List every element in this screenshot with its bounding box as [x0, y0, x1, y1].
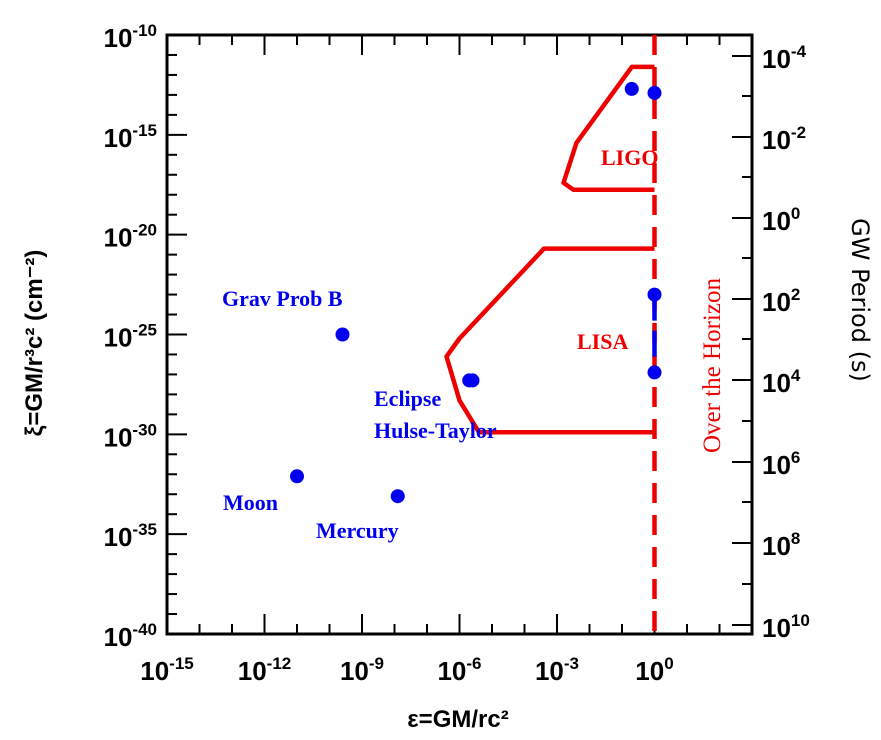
y-right-tick-label: 100 [762, 204, 800, 236]
y-axis-right-title: GW Period (s) [846, 218, 874, 382]
y-right-tick-label: 108 [762, 529, 800, 561]
y-tick-label: 10-40 [104, 620, 158, 652]
x-tick-label: 10-3 [535, 654, 579, 686]
y-tick-label: 10-20 [104, 221, 158, 253]
x-axis-title: ε=GM/rc² [407, 706, 508, 733]
annotation-over-the-horizon: Over the Horizon [699, 278, 726, 453]
y-tick-label: 10-35 [104, 520, 158, 552]
tick-labels: 10-15 10-12 10-9 10-6 10-3 100 10-40 10-35 10-30… [104, 21, 810, 686]
annotation-grav-prob-b: Grav Prob B [222, 286, 343, 311]
data-point-8 [647, 365, 662, 380]
data-point-4 [465, 373, 480, 388]
annotation-moon: Moon [223, 490, 278, 515]
x-tick-label: 10-12 [238, 654, 292, 686]
data-point-2 [390, 489, 405, 504]
data-point-5 [624, 81, 639, 96]
y-axis-left-title: ξ=GM/r³c² (cm⁻²) [21, 250, 48, 437]
axes [165, 33, 754, 636]
data-point-6 [647, 85, 662, 100]
y-right-tick-label: 106 [762, 448, 800, 480]
data-points [290, 81, 662, 504]
y-tick-label: 10-30 [104, 420, 158, 452]
x-tick-label: 10-9 [340, 654, 384, 686]
x-tick-label: 10-15 [140, 654, 194, 686]
annotation-hulse-taylor: Hulse-Taylor [374, 418, 497, 443]
y-right-tick-label: 1010 [762, 611, 810, 643]
data-point-0 [290, 469, 304, 484]
y-tick-label: 10-10 [104, 21, 158, 53]
region-lisa [444, 246, 655, 435]
x-tick-label: 10-6 [437, 654, 481, 686]
region-ligo [561, 64, 655, 192]
data-point-7 [647, 287, 662, 302]
y-tick-label: 10-15 [104, 121, 158, 153]
annotation-lisa: LISA [577, 329, 628, 354]
x-tick-label: 100 [635, 654, 673, 686]
y-right-tick-label: 104 [762, 366, 801, 398]
plot-frame [165, 33, 754, 636]
annotation-eclipse: Eclipse [374, 386, 441, 411]
data-point-1 [335, 327, 350, 342]
y-right-tick-label: 102 [762, 285, 800, 317]
y-right-tick-label: 10-2 [762, 123, 806, 155]
y-tick-label: 10-25 [104, 321, 158, 353]
y-right-tick-label: 10-4 [762, 42, 807, 74]
annotation-ligo: LIGO [601, 145, 658, 170]
annotation-mercury: Mercury [316, 518, 399, 543]
